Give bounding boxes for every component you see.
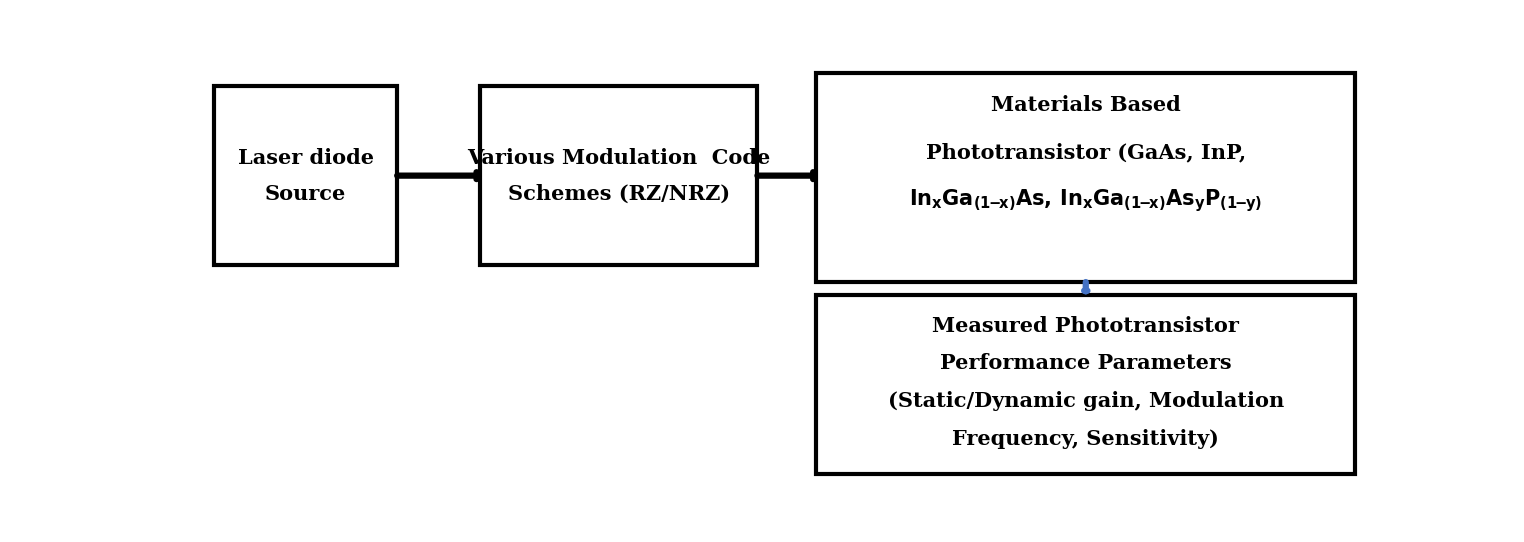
Text: Measured Phototransistor: Measured Phototransistor <box>933 316 1239 336</box>
Text: Frequency, Sensitivity): Frequency, Sensitivity) <box>952 429 1219 449</box>
Text: Various Modulation  Code
Schemes (RZ/NRZ): Various Modulation Code Schemes (RZ/NRZ) <box>466 147 770 204</box>
Text: Phototransistor (GaAs, InP,: Phototransistor (GaAs, InP, <box>925 143 1245 163</box>
FancyBboxPatch shape <box>213 86 398 266</box>
Text: (Static/Dynamic gain, Modulation: (Static/Dynamic gain, Modulation <box>887 391 1283 411</box>
Text: $\mathbf{In_xGa_{(1\!\!-\!\!x)}As,\,In_xGa_{(1\!\!-\!\!x)}As_yP_{(1\!\!-\!\!y)}}: $\mathbf{In_xGa_{(1\!\!-\!\!x)}As,\,In_x… <box>910 188 1262 214</box>
Text: Performance Parameters: Performance Parameters <box>940 353 1231 373</box>
Text: Laser diode
Source: Laser diode Source <box>238 147 373 204</box>
FancyBboxPatch shape <box>480 86 757 266</box>
Text: Materials Based: Materials Based <box>991 95 1181 115</box>
FancyBboxPatch shape <box>817 295 1355 474</box>
FancyBboxPatch shape <box>817 73 1355 282</box>
